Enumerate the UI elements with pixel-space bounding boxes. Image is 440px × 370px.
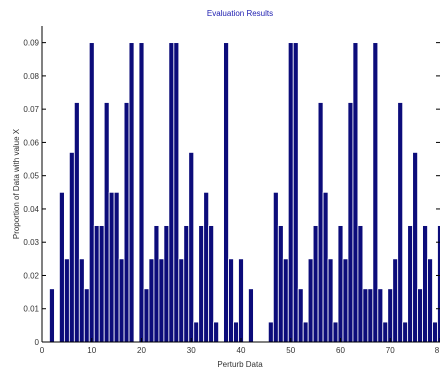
bar: [327, 258, 334, 343]
bar: [292, 42, 299, 343]
bar: [392, 258, 399, 343]
bar: [417, 288, 423, 343]
bar: [272, 191, 279, 343]
x-tick-label: 70: [386, 346, 395, 355]
bar: [123, 102, 130, 343]
bar: [412, 151, 419, 343]
y-axis-label: Proportion of Data with value X: [12, 128, 21, 239]
bar: [307, 258, 314, 343]
x-tick-label: 40: [237, 346, 246, 355]
bar: [93, 225, 100, 343]
y-tick-label: 0.05: [23, 172, 39, 181]
bar: [427, 258, 433, 343]
x-tick-label: 20: [137, 346, 146, 355]
bar: [208, 225, 215, 343]
bar: [113, 191, 120, 343]
bar: [332, 321, 339, 343]
bar: [203, 191, 210, 343]
bar: [233, 321, 239, 343]
bar: [387, 288, 394, 343]
bar: [342, 258, 349, 343]
x-ticks-group: 0 10 20 30 40 50 60 70 8: [40, 338, 440, 355]
bar: [153, 225, 160, 343]
bar: [108, 191, 115, 343]
bar: [397, 102, 404, 343]
bar: [352, 42, 359, 343]
bar: [382, 321, 389, 343]
bar: [68, 151, 75, 343]
bar: [168, 42, 175, 343]
bar: [128, 42, 135, 343]
bar: [357, 225, 364, 343]
bar: [422, 225, 428, 343]
bar: [98, 225, 105, 343]
bar: [118, 258, 125, 343]
bar: [158, 258, 165, 343]
bar: [407, 225, 414, 343]
bar: [302, 321, 309, 343]
bar: [148, 258, 155, 343]
y-tick-label: 0.01: [23, 305, 39, 314]
bar: [59, 191, 65, 343]
bar: [282, 258, 289, 343]
bar: [297, 288, 304, 343]
bar: [267, 321, 274, 343]
x-tick-label: 50: [286, 346, 295, 355]
bar: [193, 321, 200, 343]
bar: [103, 102, 110, 343]
bar: [78, 258, 85, 343]
bar: [63, 258, 70, 343]
bar: [88, 42, 95, 343]
bar: [138, 42, 145, 343]
bar: [83, 288, 90, 343]
bar: [317, 102, 324, 343]
bar: [198, 225, 205, 343]
bar: [178, 258, 185, 343]
x-axis-label: Perturb Data: [217, 360, 263, 369]
bar: [347, 102, 354, 343]
bar: [362, 288, 369, 343]
bar: [432, 321, 438, 343]
bar: [188, 151, 195, 343]
bar: [183, 225, 190, 343]
bar: [163, 225, 170, 343]
y-tick-label: 0.06: [23, 138, 39, 147]
bar: [402, 321, 409, 343]
y-tick-label: 0.02: [23, 271, 39, 280]
bar: [223, 42, 229, 343]
bar: [213, 321, 220, 343]
bar: [372, 42, 379, 343]
bar: [367, 288, 374, 343]
bar: [377, 288, 384, 343]
x-tick-label: 0: [40, 346, 45, 355]
bar: [322, 191, 329, 343]
bar: [248, 288, 254, 343]
bar: [287, 42, 294, 343]
bars-group: [49, 42, 440, 343]
y-tick-label: 0.07: [23, 105, 39, 114]
bar: [228, 258, 234, 343]
y-tick-label: 0.08: [23, 72, 39, 81]
x-tick-label: 30: [187, 346, 196, 355]
y-tick-label: 0.09: [23, 39, 39, 48]
y-ticks-group: 0 0.01 0.02 0.03 0.04 0.05 0.06 0.07 0.08 0.09: [23, 39, 440, 347]
bar: [49, 288, 55, 343]
bar: [173, 42, 180, 343]
x-tick-label: 10: [87, 346, 96, 355]
x-tick-label: 60: [336, 346, 345, 355]
y-tick-label: 0.04: [23, 205, 39, 214]
bar: [238, 258, 244, 343]
chart-title: Evaluation Results: [207, 9, 273, 18]
bar: [337, 225, 344, 343]
y-tick-label: 0: [35, 338, 40, 347]
bar: [143, 288, 150, 343]
bar: [73, 102, 80, 343]
bar: [277, 225, 284, 343]
x-tick-label: 8: [435, 346, 440, 355]
bar: [312, 225, 319, 343]
y-tick-label: 0.03: [23, 238, 39, 247]
